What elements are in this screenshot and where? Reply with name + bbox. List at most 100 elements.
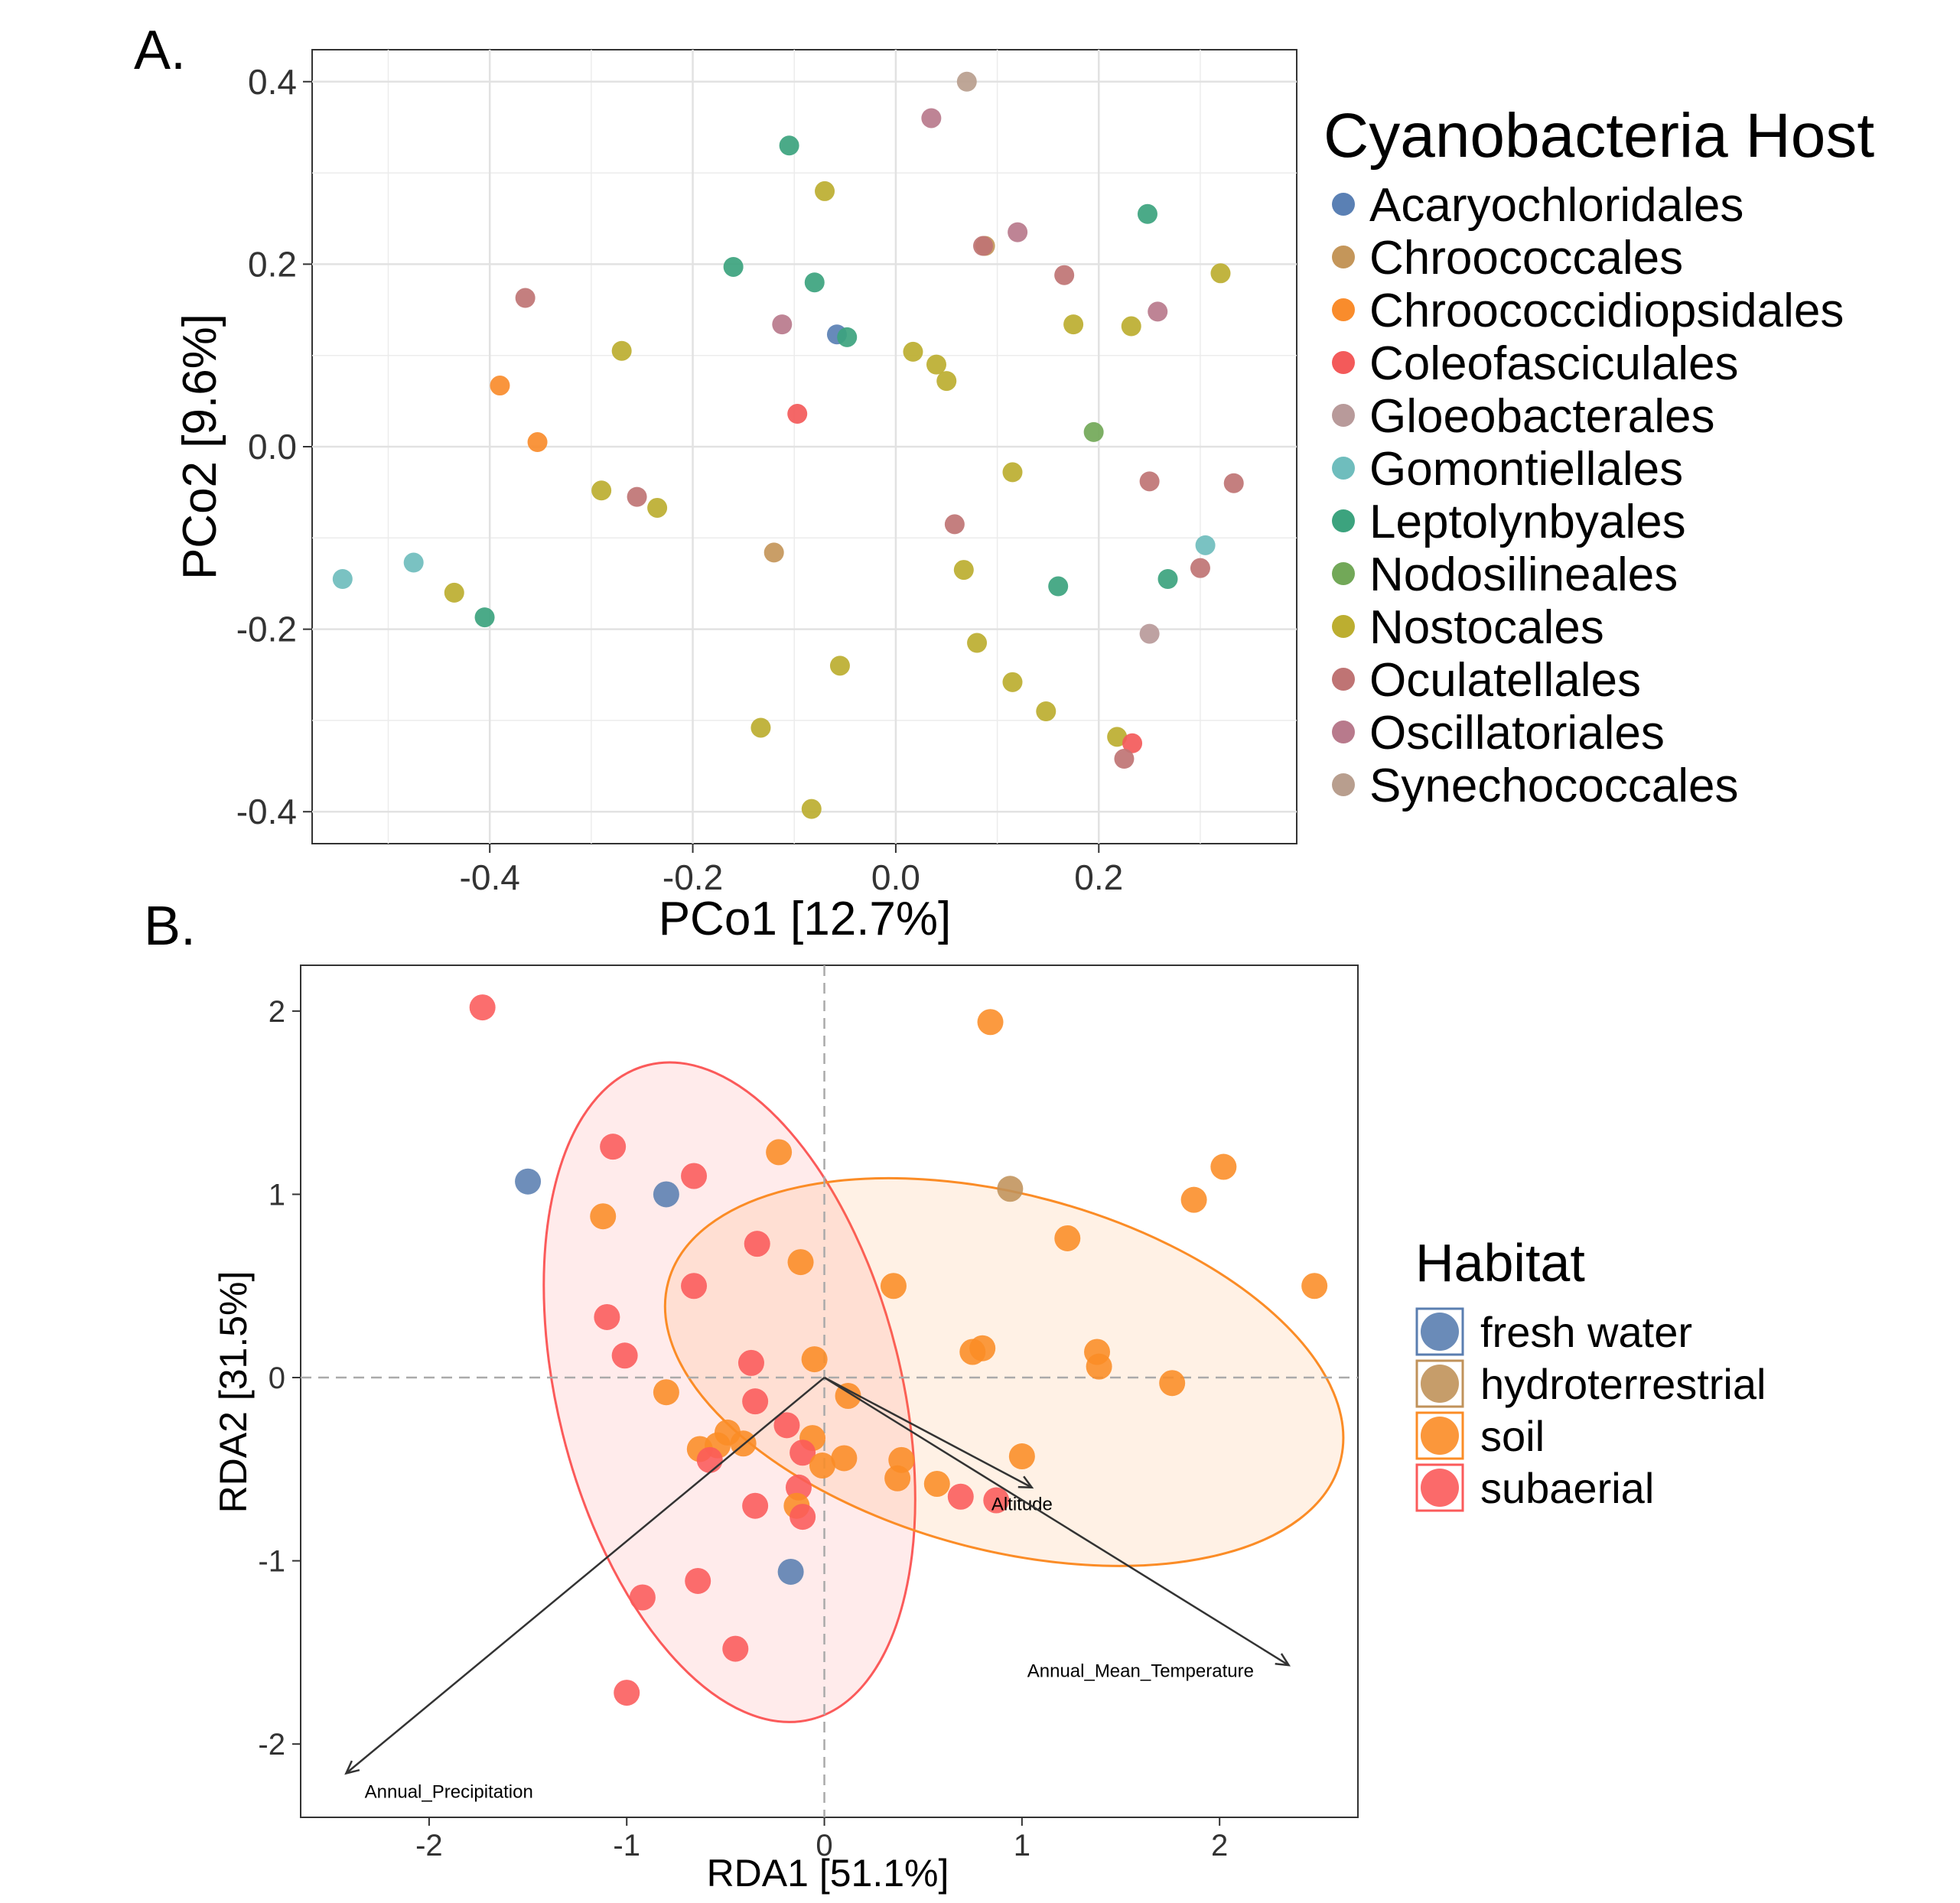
panel-b-ticks: -2 -1 0 1 2 -2 -1 0 1 2 (258, 995, 1228, 1862)
panel-b-point-soil (880, 1273, 907, 1300)
panel-b-point-soil (1210, 1153, 1237, 1180)
panel-b-point-subaerial (790, 1439, 816, 1466)
panel-a-point-synechococcales (956, 71, 977, 92)
panel-b-point-subaerial (611, 1342, 638, 1369)
panel-a-legend-title: Cyanobacteria Host (1323, 101, 1874, 171)
panel-a-legend-key-nodosilineales (1332, 562, 1355, 585)
panel-b-label: B. (144, 896, 196, 957)
panel-b-point-subaerial (696, 1446, 723, 1473)
panel-b-vector-annual-precipitation (345, 1377, 825, 1775)
panel-b-point-subaerial (947, 1483, 974, 1510)
panel-a-legend-key-leptolynbyales (1332, 509, 1355, 532)
panel-a-legend-entry-gomontiellales: Gomontiellales (1369, 443, 1683, 496)
panel-b-point-fresh-water (653, 1181, 679, 1208)
panel-a-point-oculatellales (944, 514, 965, 535)
panel-a-y-tick-label: 0.2 (248, 244, 297, 284)
panel-a-legend: Cyanobacteria Host AcaryochloridalesChro… (1323, 101, 1874, 812)
panel-b-point-subaerial (600, 1134, 627, 1160)
panel-b-point-fresh-water (777, 1558, 804, 1585)
panel-b-point-subaerial (790, 1504, 816, 1531)
panel-b-legend-key-subaerial (1421, 1469, 1459, 1507)
panel-a-x-axis-title: PCo1 [12.7%] (659, 893, 952, 945)
panel-b-x-axis-title: RDA1 [51.1%] (707, 1852, 949, 1895)
panel-a-point-nostocales (967, 633, 988, 653)
panel-b-legend-entry-soil: soil (1480, 1412, 1545, 1460)
panel-b-vector-arrowhead (344, 1760, 360, 1775)
panel-b-plot: Altitude Annual_Mean_Temperature Annual_Pr… (258, 965, 1359, 1862)
panel-a-legend-key-synechococcales (1332, 773, 1355, 796)
panel-a-point-leptolynbyales (804, 272, 825, 293)
panel-a-y-tick-label: -0.2 (236, 610, 297, 649)
panel-b-legend: Habitat fresh waterhydroterrestrialsoils… (1415, 1233, 1766, 1512)
panel-a-legend-key-gloeobacterales (1332, 404, 1355, 427)
panel-a-plot: -0.4 -0.2 0.0 0.2 -0.4 -0.2 0.0 0.2 0.4 (236, 49, 1297, 897)
panel-b-point-soil (923, 1470, 950, 1497)
panel-b-point-subaerial (594, 1303, 620, 1330)
panel-b-x-tick-label: 2 (1211, 1829, 1228, 1862)
panel-b-vector-arrowhead (1275, 1653, 1291, 1667)
panel-b-point-fresh-water (515, 1168, 542, 1195)
panel-a-point-oscillatoriales (772, 314, 793, 335)
panel-a-legend-entry-nodosilineales: Nodosilineales (1369, 548, 1678, 601)
panel-b-point-soil (766, 1139, 793, 1166)
panel-a-point-coleofasciculales (1122, 733, 1143, 753)
panel-b-point-soil (831, 1445, 858, 1472)
panel-b-legend-title: Habitat (1415, 1233, 1585, 1293)
panel-b-x-tick-label: -2 (415, 1829, 443, 1862)
panel-b-y-tick-label: -1 (258, 1545, 285, 1579)
panel-b-ellipse-subaerial (542, 1061, 917, 1723)
panel-b-point-soil (1180, 1186, 1207, 1213)
panel-a-point-oculatellales (515, 288, 536, 308)
panel-a-legend-key-coleofasciculales (1332, 351, 1355, 374)
panel-b-point-subaerial (681, 1273, 708, 1300)
panel-b-y-axis-title: RDA2 [31.5%] (212, 1271, 255, 1514)
panel-b-legend-key-fresh-water (1421, 1313, 1459, 1351)
panel-b-vector-label-annual-precipitation: Annual_Precipitation (365, 1781, 533, 1802)
panel-a-point-chroococcidiopsidales (490, 376, 510, 396)
panel-a-point-gomontiellales (403, 552, 424, 573)
panel-a-legend-entry-oscillatoriales: Oscillatoriales (1369, 707, 1665, 760)
panel-b-point-soil (787, 1249, 814, 1276)
panel-a-legend-key-gomontiellales (1332, 457, 1355, 480)
panel-a-point-nostocales (750, 717, 771, 738)
panel-b-point-soil (1054, 1225, 1081, 1251)
panel-b-points (469, 994, 1328, 1706)
panel-a-point-chroococcidiopsidales (527, 432, 548, 453)
panel-a-point-nostocales (611, 340, 632, 361)
panel-a-legend-entry-synechococcales: Synechococcales (1369, 760, 1739, 812)
panel-b-legend-entry-subaerial: subaerial (1480, 1464, 1654, 1512)
panel-a-legend-key-nostocales (1332, 615, 1355, 638)
panel-b-point-soil (653, 1379, 679, 1406)
panel-a-legend-entry-oculatellales: Oculatellales (1369, 654, 1641, 707)
panel-a-x-tick-label: -0.4 (460, 857, 520, 897)
panel-a-legend-key-chroococcidiopsidales (1332, 298, 1355, 321)
panel-b-point-soil (835, 1382, 861, 1409)
panel-a-ticks: -0.4 -0.2 0.0 0.2 -0.4 -0.2 0.0 0.2 0.4 (236, 62, 1124, 897)
panel-b-point-hydroterrestrial (997, 1176, 1024, 1202)
panel-a-grid (312, 50, 1297, 844)
panel-a-y-tick-label: 0.0 (248, 427, 297, 467)
panel-a-point-oscillatoriales (1008, 222, 1028, 242)
panel-a-point-oculatellales (973, 236, 994, 256)
panel-a-point-nostocales (815, 181, 835, 201)
panel-a-legend-entry-leptolynbyales: Leptolynbyales (1369, 496, 1686, 548)
panel-b-point-subaerial (742, 1388, 769, 1415)
panel-a-point-oculatellales (1139, 471, 1160, 492)
panel-b-point-subaerial (773, 1412, 800, 1439)
panel-a-points (332, 71, 1244, 819)
panel-a-y-tick-label: -0.4 (236, 792, 297, 831)
panel-b-point-subaerial (629, 1584, 656, 1611)
panel-a-point-nostocales (1107, 727, 1128, 747)
panel-b-point-subaerial (742, 1492, 769, 1519)
panel-b-x-tick-label: 1 (1014, 1829, 1030, 1862)
panel-b-point-subaerial (614, 1680, 640, 1706)
panel-a-y-axis-title: PCo2 [9.6%] (174, 314, 226, 580)
panel-b-legend-key-soil (1421, 1417, 1459, 1455)
panel-a-y-tick-label: 0.4 (248, 62, 297, 102)
panel-a-legend-entry-nostocales: Nostocales (1369, 601, 1604, 654)
panel-b-vectors: Altitude Annual_Mean_Temperature Annual_Pr… (344, 1376, 1291, 1802)
panel-a-point-leptolynbyales (474, 607, 495, 628)
panel-b-point-subaerial (744, 1231, 770, 1257)
